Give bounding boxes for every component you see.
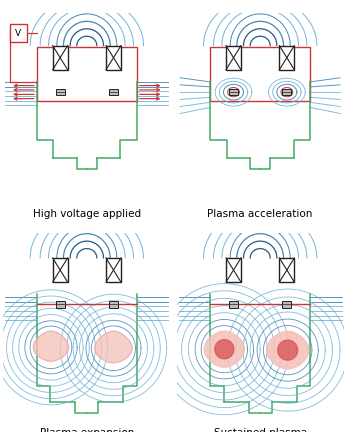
Polygon shape [204, 331, 245, 367]
Bar [10, 24, 27, 42]
Bar [226, 45, 241, 70]
Polygon shape [95, 331, 132, 363]
Bar [226, 258, 241, 282]
Polygon shape [278, 340, 298, 360]
Bar [53, 258, 68, 282]
Bar [279, 45, 294, 70]
Text: Sustained plasma: Sustained plasma [214, 429, 307, 432]
Bar [53, 45, 68, 70]
Bar [106, 45, 121, 70]
Bar [229, 89, 238, 95]
Bar [109, 301, 118, 308]
Bar [109, 89, 118, 95]
Bar [106, 258, 121, 282]
Bar [282, 89, 291, 95]
Bar [56, 89, 65, 95]
Bar [282, 301, 291, 308]
Bar [229, 301, 238, 308]
Text: V: V [15, 29, 22, 38]
Text: High voltage applied: High voltage applied [33, 209, 141, 219]
Text: Plasma expansion: Plasma expansion [40, 429, 134, 432]
Polygon shape [215, 340, 234, 359]
Polygon shape [33, 331, 69, 361]
Bar [37, 48, 137, 101]
Bar [56, 301, 65, 308]
Polygon shape [266, 331, 309, 369]
Bar [210, 48, 310, 101]
Bar [279, 258, 294, 282]
Text: Plasma acceleration: Plasma acceleration [208, 209, 313, 219]
